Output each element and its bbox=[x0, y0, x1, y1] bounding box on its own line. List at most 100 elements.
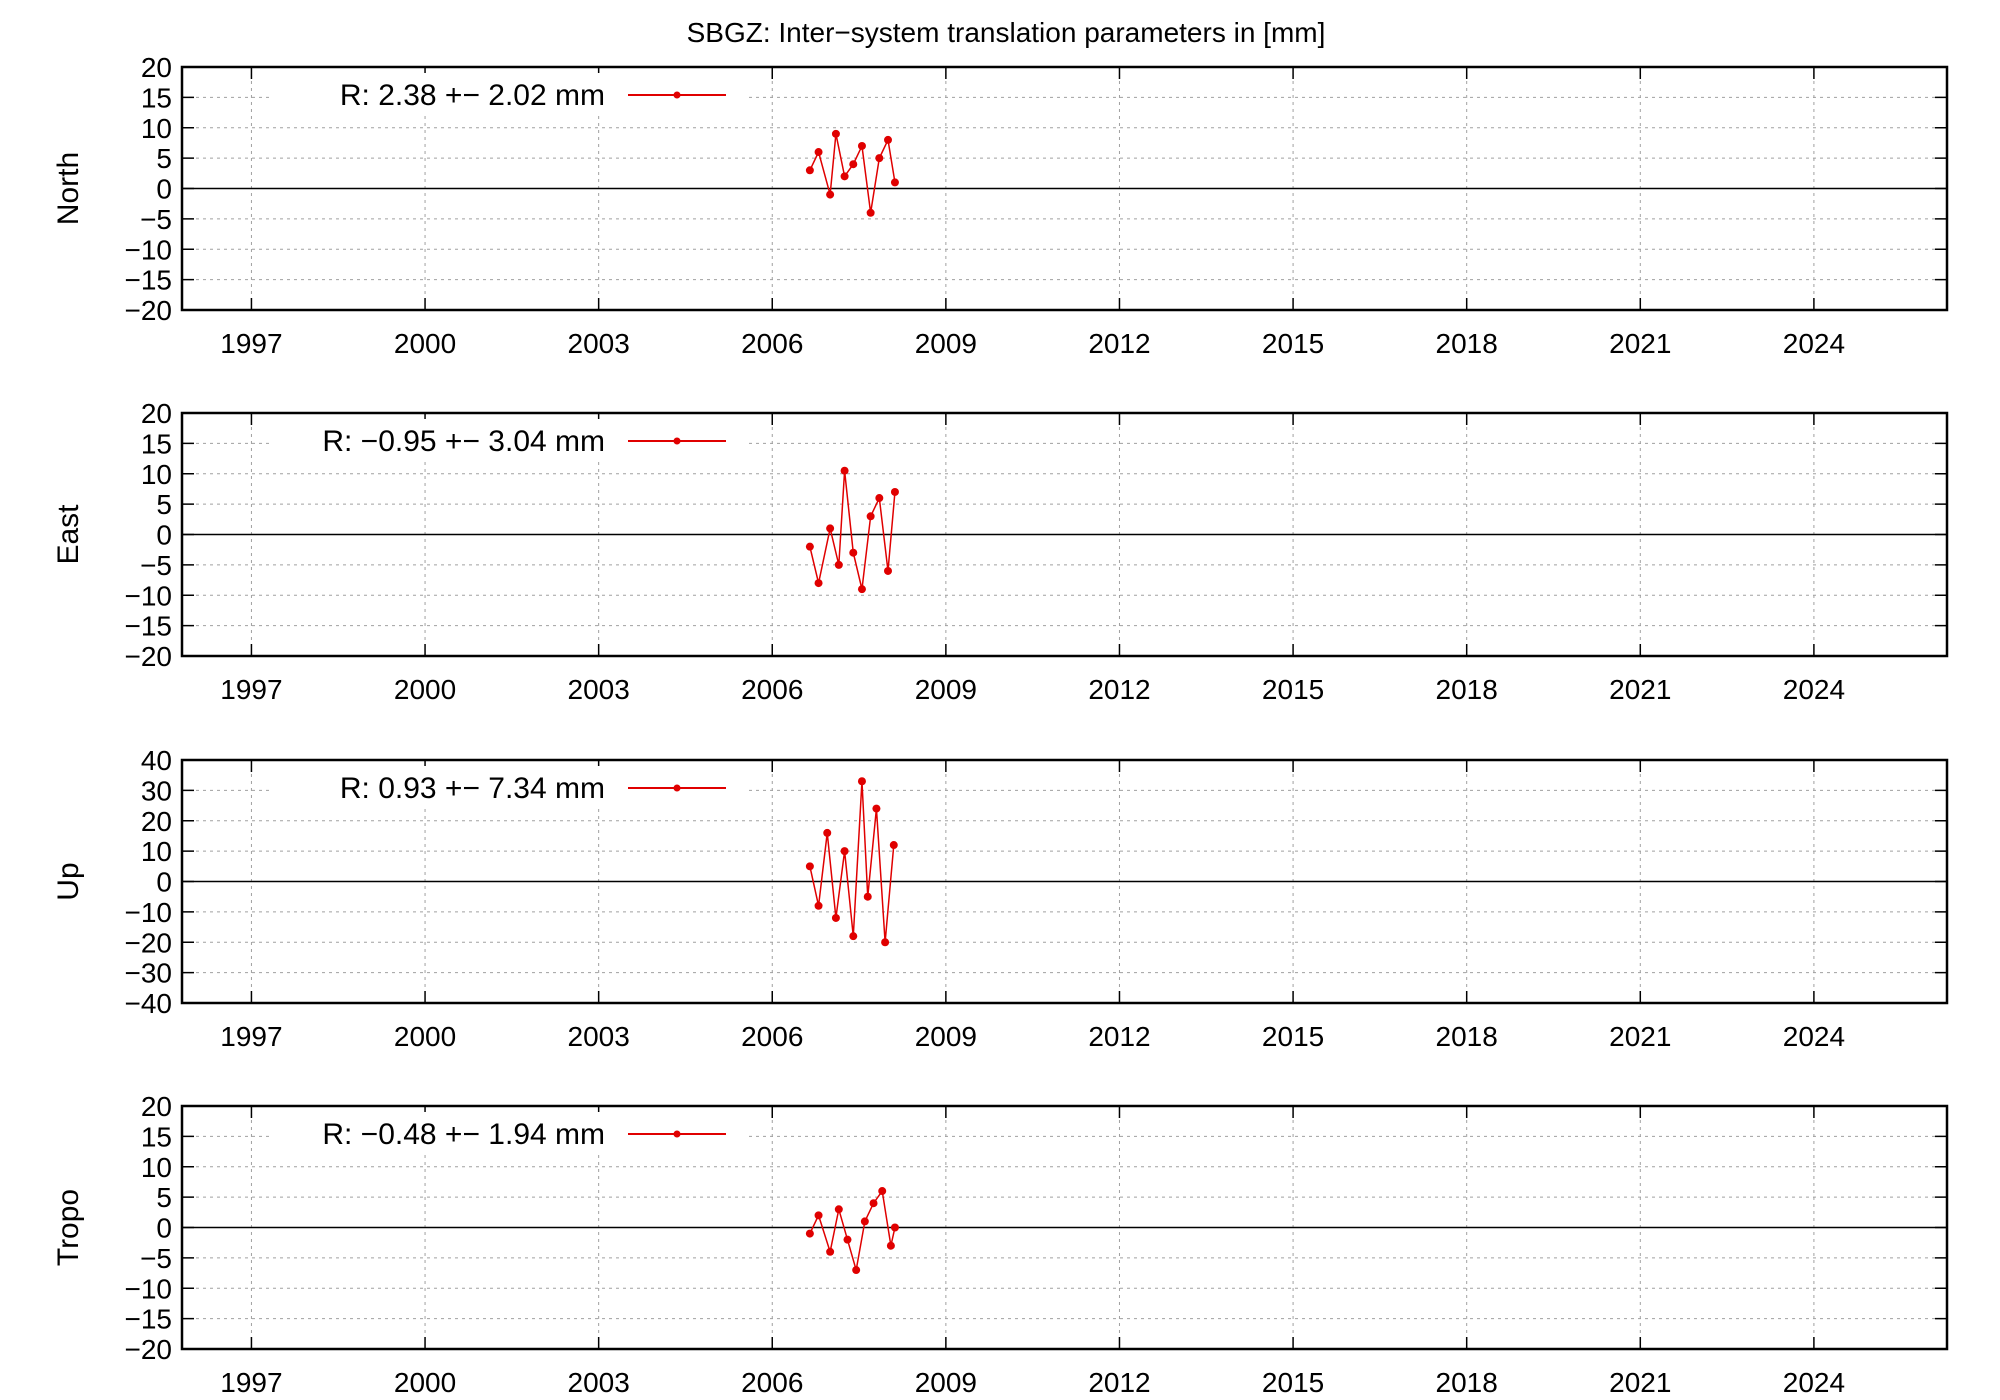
x-tick-label: 2015 bbox=[1262, 1021, 1324, 1052]
x-tick-label: 2018 bbox=[1436, 1021, 1498, 1052]
x-tick-label: 2024 bbox=[1783, 1367, 1845, 1398]
y-tick-label: 5 bbox=[156, 1182, 172, 1213]
y-tick-label: −20 bbox=[125, 1334, 173, 1365]
x-tick-label: 2009 bbox=[915, 1021, 977, 1052]
y-tick-label: 0 bbox=[156, 520, 172, 551]
y-tick-label: 0 bbox=[156, 867, 172, 898]
y-tick-label: 20 bbox=[141, 398, 172, 429]
x-tick-label: 2000 bbox=[394, 328, 456, 359]
y-tick-label: 20 bbox=[141, 806, 172, 837]
data-point bbox=[857, 141, 866, 150]
y-tick-label: −15 bbox=[125, 265, 173, 296]
x-tick-label: 1997 bbox=[220, 328, 282, 359]
data-point bbox=[857, 777, 866, 786]
data-point bbox=[890, 1223, 899, 1232]
y-tick-label: −20 bbox=[125, 641, 173, 672]
y-tick-label: −30 bbox=[125, 958, 173, 989]
data-point bbox=[834, 1205, 843, 1214]
chart-title: SBGZ: Inter−system translation parameter… bbox=[687, 17, 1326, 48]
x-tick-label: 2000 bbox=[394, 1021, 456, 1052]
y-tick-label: 10 bbox=[141, 1152, 172, 1183]
y-tick-label: −40 bbox=[125, 988, 173, 1019]
legend-label: R: −0.48 +− 1.94 mm bbox=[322, 1118, 605, 1151]
x-tick-label: 2024 bbox=[1783, 328, 1845, 359]
data-point bbox=[849, 548, 858, 557]
x-tick-label: 2018 bbox=[1436, 328, 1498, 359]
y-tick-label: −5 bbox=[140, 1243, 172, 1274]
plot-frame bbox=[180, 758, 1949, 1005]
y-axis-label: North bbox=[52, 152, 85, 225]
y-tick-label: 20 bbox=[141, 52, 172, 83]
y-tick-label: 15 bbox=[141, 82, 172, 113]
data-point bbox=[878, 1187, 887, 1196]
y-tick-label: −15 bbox=[125, 611, 173, 642]
y-tick-label: −10 bbox=[125, 580, 173, 611]
data-point bbox=[875, 154, 884, 163]
data-point bbox=[840, 172, 849, 181]
y-axis-label: Tropo bbox=[52, 1189, 85, 1266]
series-line bbox=[809, 470, 896, 590]
x-tick-label: 2018 bbox=[1436, 1367, 1498, 1398]
x-tick-label: 2009 bbox=[915, 328, 977, 359]
x-tick-label: 2021 bbox=[1609, 1021, 1671, 1052]
legend-label: R: −0.95 +− 3.04 mm bbox=[322, 425, 605, 458]
data-point bbox=[866, 208, 875, 217]
x-tick-label: 2012 bbox=[1088, 1367, 1150, 1398]
x-tick-label: 2012 bbox=[1088, 328, 1150, 359]
y-tick-label: −20 bbox=[125, 295, 173, 326]
y-tick-label: 10 bbox=[141, 459, 172, 490]
data-point bbox=[890, 487, 899, 496]
legend-label: R: 2.38 +− 2.02 mm bbox=[340, 79, 605, 112]
plot-frame bbox=[180, 1104, 1949, 1351]
data-point bbox=[834, 560, 843, 569]
data-point bbox=[875, 494, 884, 503]
y-tick-label: 0 bbox=[156, 174, 172, 205]
y-tick-label: 15 bbox=[141, 1121, 172, 1152]
data-point bbox=[886, 1241, 895, 1250]
data-point bbox=[805, 542, 814, 551]
data-point bbox=[849, 160, 858, 169]
data-point bbox=[805, 862, 814, 871]
plot-frame bbox=[180, 65, 1949, 312]
data-point bbox=[849, 932, 858, 941]
data-point bbox=[852, 1266, 861, 1275]
data-point bbox=[889, 841, 898, 850]
x-tick-label: 2015 bbox=[1262, 1367, 1324, 1398]
x-tick-label: 2021 bbox=[1609, 1367, 1671, 1398]
data-point bbox=[840, 847, 849, 856]
y-tick-label: 5 bbox=[156, 143, 172, 174]
data-point bbox=[890, 178, 899, 187]
x-tick-label: 2003 bbox=[568, 1367, 630, 1398]
y-tick-label: −15 bbox=[125, 1304, 173, 1335]
x-tick-label: 2006 bbox=[741, 328, 803, 359]
data-point bbox=[831, 913, 840, 922]
data-point bbox=[881, 938, 890, 947]
y-tick-label: −10 bbox=[125, 234, 173, 265]
data-point bbox=[860, 1217, 869, 1226]
data-point bbox=[805, 166, 814, 175]
x-tick-label: 2015 bbox=[1262, 674, 1324, 705]
y-axis-label: Up bbox=[52, 862, 85, 900]
x-tick-label: 2000 bbox=[394, 674, 456, 705]
legend-marker bbox=[673, 91, 681, 99]
x-tick-label: 2003 bbox=[568, 328, 630, 359]
y-tick-label: 40 bbox=[141, 745, 172, 776]
data-point bbox=[823, 828, 832, 837]
x-tick-label: 1997 bbox=[220, 674, 282, 705]
data-point bbox=[863, 892, 872, 901]
x-tick-label: 2012 bbox=[1088, 1021, 1150, 1052]
y-tick-label: 10 bbox=[141, 836, 172, 867]
data-point bbox=[872, 804, 881, 813]
y-tick-label: 0 bbox=[156, 1213, 172, 1244]
legend-marker bbox=[673, 437, 681, 445]
y-tick-label: −10 bbox=[125, 1273, 173, 1304]
series-line bbox=[809, 781, 895, 943]
data-point bbox=[814, 148, 823, 157]
data-point bbox=[826, 1247, 835, 1256]
y-tick-label: 10 bbox=[141, 113, 172, 144]
data-point bbox=[866, 512, 875, 521]
